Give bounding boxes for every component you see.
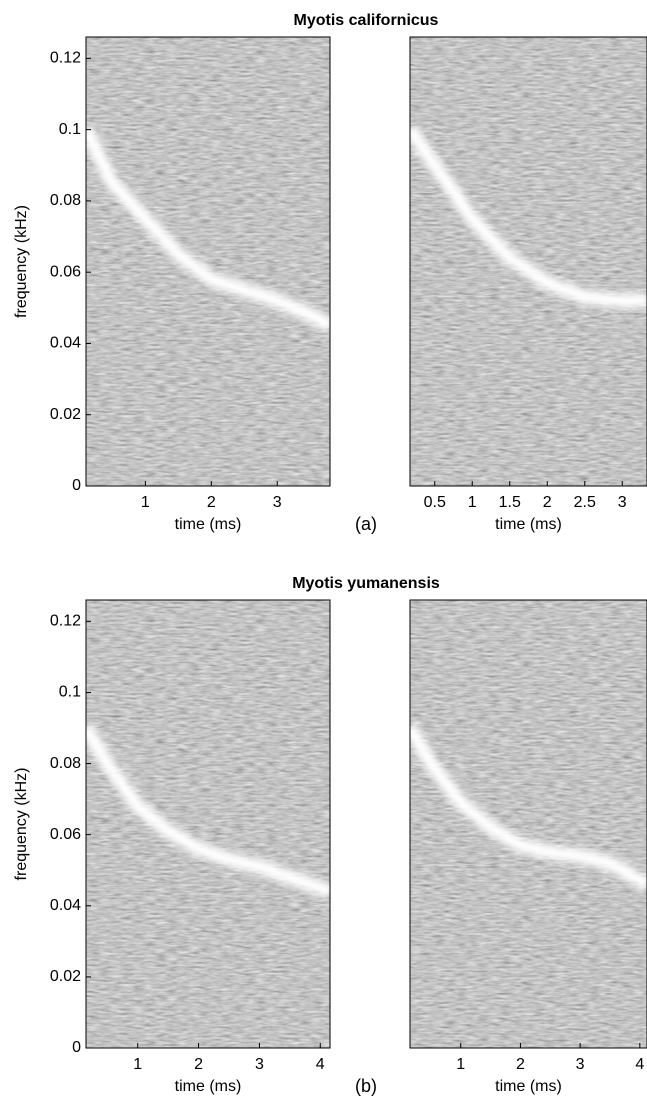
x-tick-label: 2 <box>543 494 552 511</box>
x-tick-label: 2 <box>207 494 216 511</box>
x-tick-label: 1 <box>468 494 477 511</box>
axes-frame <box>409 36 647 487</box>
axes-frame <box>85 599 331 1049</box>
x-axis-label: time (ms) <box>175 516 242 533</box>
panel-label: (b) <box>355 1076 377 1096</box>
y-tick-label: 0.1 <box>59 684 81 701</box>
y-tick-label: 0.02 <box>50 406 81 423</box>
y-tick-label: 0.04 <box>50 335 81 352</box>
y-tick-label: 0.08 <box>50 755 81 772</box>
x-tick-label: 3 <box>576 1056 585 1073</box>
y-tick-label: 0.12 <box>50 50 81 67</box>
ridge <box>86 127 330 330</box>
axes-frame <box>85 36 331 487</box>
y-tick-label: 0.06 <box>50 263 81 280</box>
x-tick-label: 2.5 <box>574 494 596 511</box>
y-axis-label: frequency (kHz) <box>13 768 30 881</box>
x-tick-label: 3 <box>273 494 282 511</box>
ridge <box>410 127 647 306</box>
x-tick-label: 2 <box>516 1056 525 1073</box>
x-tick-label: 4 <box>635 1056 644 1073</box>
axes-frame <box>409 599 647 1049</box>
x-axis-label: time (ms) <box>495 1078 562 1095</box>
x-tick-label: 2 <box>194 1056 203 1073</box>
x-tick-label: 0.5 <box>424 494 446 511</box>
x-axis-label: time (ms) <box>495 516 562 533</box>
x-tick-label: 1 <box>456 1056 465 1073</box>
x-tick-label: 3 <box>618 494 627 511</box>
x-axis-label: time (ms) <box>175 1078 242 1095</box>
y-tick-label: 0 <box>72 1039 81 1056</box>
y-axis-label: frequency (kHz) <box>13 205 30 318</box>
chart-title: Myotis yumanensis <box>292 575 440 592</box>
x-tick-label: 3 <box>255 1056 264 1073</box>
y-tick-label: 0 <box>72 477 81 494</box>
y-tick-label: 0.08 <box>50 192 81 209</box>
x-tick-label: 1 <box>141 494 150 511</box>
y-tick-label: 0.04 <box>50 897 81 914</box>
y-tick-label: 0.1 <box>59 121 81 138</box>
x-tick-label: 4 <box>316 1056 325 1073</box>
ridge <box>410 725 647 889</box>
x-tick-label: 1.5 <box>499 494 521 511</box>
y-tick-label: 0.06 <box>50 826 81 843</box>
x-tick-label: 1 <box>133 1056 142 1073</box>
y-tick-label: 0.12 <box>50 613 81 630</box>
spectrogram-background <box>86 37 330 486</box>
spectrogram-background <box>86 600 330 1048</box>
spectrogram-background <box>410 600 647 1048</box>
panel-label: (a) <box>355 514 377 534</box>
chart-title: Myotis californicus <box>294 12 439 29</box>
ridge <box>86 725 330 896</box>
y-tick-label: 0.02 <box>50 968 81 985</box>
